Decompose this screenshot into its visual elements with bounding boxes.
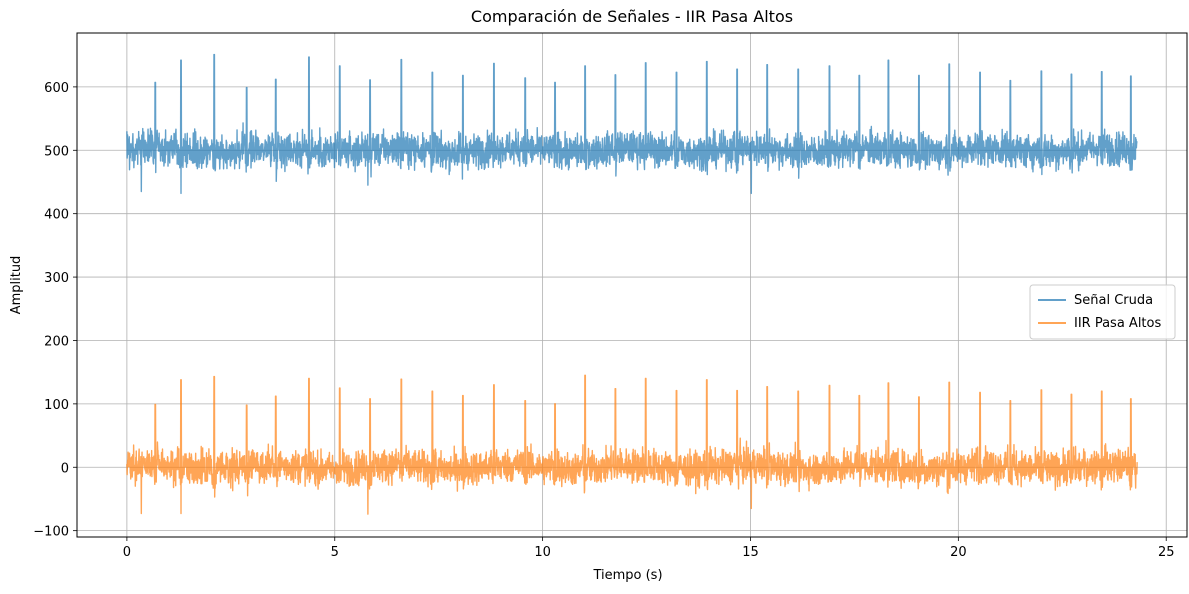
y-axis-label: Amplitud [9,256,24,315]
y-tick-label: 200 [44,334,69,349]
x-axis-label: Tiempo (s) [592,568,662,583]
x-tick-label: 0 [123,545,131,560]
y-tick-label: 300 [44,271,69,286]
x-tick-label: 5 [331,545,339,560]
series-line-raw [126,53,1138,195]
y-tick-label: −100 [33,525,69,540]
x-tick-label: 10 [534,545,551,560]
series-lines [126,53,1138,515]
chart-title: Comparación de Señales - IIR Pasa Altos [471,7,793,26]
x-tick-label: 25 [1158,545,1175,560]
x-tick-label: 20 [950,545,967,560]
series-line-filtered [126,374,1138,515]
legend: Señal Cruda IIR Pasa Altos [1029,284,1176,340]
axis-ticks: 0 5 10 15 20 25 −100 0 100 200 300 400 500 600 [33,81,1174,560]
legend-label-filtered: IIR Pasa Altos [1074,316,1161,331]
y-tick-label: 500 [44,144,69,159]
y-tick-label: 600 [44,81,69,96]
y-tick-label: 0 [61,461,69,476]
legend-box [1029,284,1176,340]
y-tick-label: 400 [44,208,69,223]
y-tick-label: 100 [44,398,69,413]
legend-label-raw: Señal Cruda [1074,293,1153,308]
x-tick-label: 15 [742,545,759,560]
plot-area-frame [76,32,1188,538]
